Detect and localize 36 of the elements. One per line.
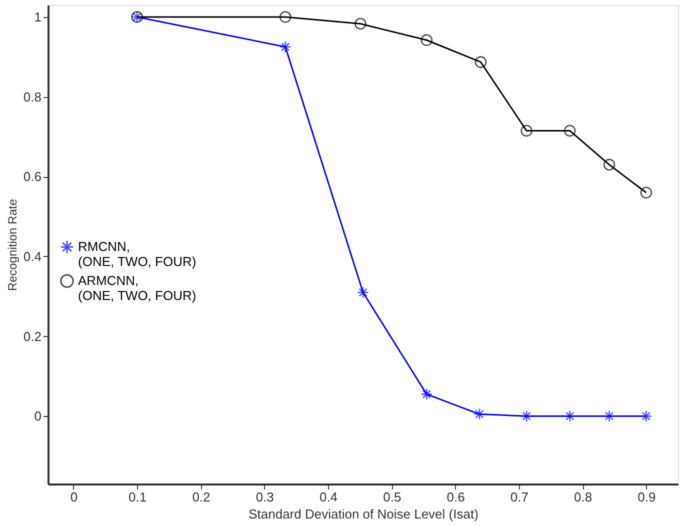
point xyxy=(564,124,576,137)
y-tick-label: 0.8 xyxy=(23,89,42,104)
point xyxy=(279,11,292,23)
x-tick-label: 0.3 xyxy=(256,490,274,504)
y-axis-title: Recognition Rate xyxy=(5,198,20,292)
point xyxy=(520,410,532,422)
point xyxy=(420,34,433,46)
y-tick-label: 0.2 xyxy=(23,328,42,344)
point xyxy=(564,410,576,422)
point xyxy=(603,158,616,171)
point xyxy=(520,124,532,137)
point xyxy=(603,410,616,422)
x-tick-label: 0.7 xyxy=(510,490,528,504)
legend-label: RMCNN, (ONE, TWO, FOUR) xyxy=(78,239,196,269)
y-tick-label: 0 xyxy=(34,408,42,424)
x-tick-label: 0 xyxy=(70,490,78,504)
legend-label: ARMCNN, (ONE, TWO, FOUR) xyxy=(78,273,196,303)
x-tick-label: 0.6 xyxy=(446,490,465,504)
point xyxy=(279,41,292,53)
point xyxy=(640,410,652,422)
x-tick-label: 0.1 xyxy=(128,490,147,504)
point xyxy=(420,388,433,400)
y-tick-label: 0.6 xyxy=(23,169,42,184)
x-tick-label: 0.8 xyxy=(574,490,592,504)
point xyxy=(474,408,486,420)
x-axis-title: Standard Deviation of Noise Level (Isat) xyxy=(248,506,478,522)
point xyxy=(474,56,487,68)
y-tick-label: 1 xyxy=(34,9,42,24)
x-tick-label: 0.9 xyxy=(638,490,656,504)
x-tick-label: 0.4 xyxy=(319,490,338,504)
point xyxy=(640,186,652,198)
point xyxy=(354,18,366,30)
y-tick-label: 0.4 xyxy=(23,248,42,264)
point xyxy=(357,286,369,298)
x-tick-label: 0.2 xyxy=(192,490,210,504)
x-tick-label: 0.5 xyxy=(383,490,402,504)
